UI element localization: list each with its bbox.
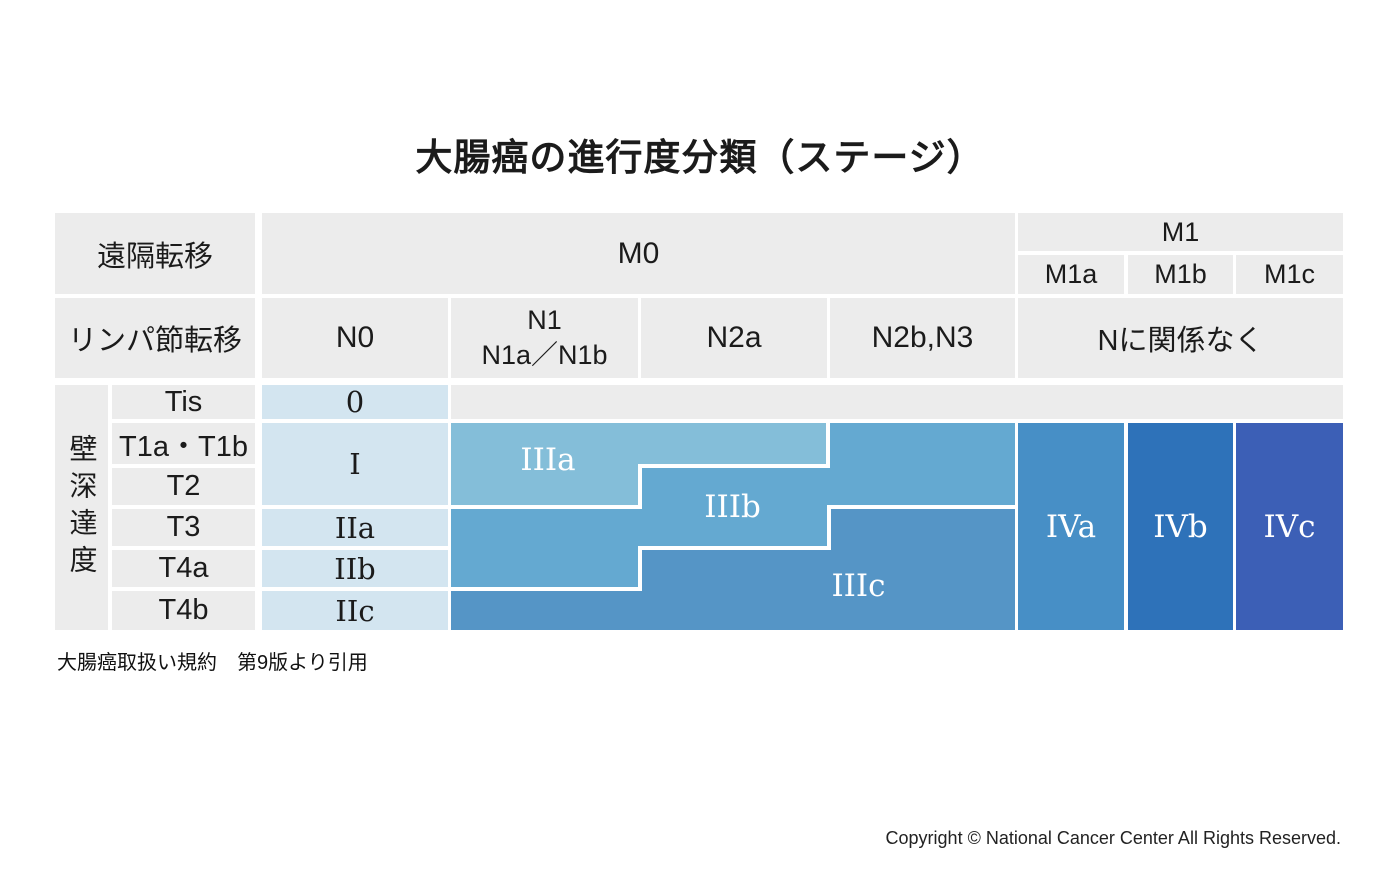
header-cell-n-any: Nに関係なく <box>1018 298 1343 378</box>
stage-IIIb-region <box>640 466 828 548</box>
stage-cell-IVa: IVa <box>1018 423 1124 630</box>
header-cell-m1c: M1c <box>1236 255 1343 294</box>
t-label-t4a: T4a <box>112 550 255 587</box>
stage-IIIa-region <box>451 423 828 466</box>
stage-IIIa-region <box>451 466 640 507</box>
source-citation: 大腸癌取扱い規約 第9版より引用 <box>57 652 368 674</box>
header-cell-m1: M1 <box>1018 213 1343 251</box>
header-cell-n1: N1 N1a／N1b <box>451 298 638 378</box>
stage-IIIb-region <box>451 507 640 589</box>
t-label-tis: Tis <box>112 385 255 419</box>
stage-label-IIIc: IIIc <box>831 568 886 604</box>
wall-depth-label-cell: 壁深達度 <box>55 385 108 630</box>
header-cell-m0: M0 <box>262 213 1015 294</box>
stage-label-IVb: IVb <box>1153 508 1208 545</box>
header-cell-m1b: M1b <box>1128 255 1233 294</box>
t-label-t1a-t1b: T1a・T1b <box>112 423 255 464</box>
stage-label-IVa: IVa <box>1045 508 1097 545</box>
t-label-t3: T3 <box>112 509 255 546</box>
header-cell-m1a: M1a <box>1018 255 1124 294</box>
t-label-t4b: T4b <box>112 591 255 630</box>
stage-cell-0: 0 <box>262 385 448 419</box>
t-label-t2: T2 <box>112 468 255 505</box>
stage-boundary-line <box>451 505 642 509</box>
stage-boundary-line <box>451 587 642 591</box>
n1-line1: N1 <box>527 305 562 336</box>
stage-boundary-line <box>638 546 642 591</box>
header-cell-n2a: N2a <box>641 298 827 378</box>
stage-boundary-line <box>638 464 642 509</box>
stage-cell-IVc: IVc <box>1236 423 1343 630</box>
stage-IIIc-region <box>451 589 640 630</box>
header-cell-n2b-n3: N2b,N3 <box>830 298 1015 378</box>
stage-cell-IIa: IIa <box>262 509 448 546</box>
stage-boundary-line <box>827 505 1015 509</box>
header-distant-metastasis-label: 遠隔転移 <box>55 213 255 294</box>
stage-IIIc-region <box>828 507 1015 630</box>
stage-boundary-line <box>827 505 831 550</box>
stage-cell-IIc: IIc <box>262 591 448 630</box>
page-title: 大腸癌の進行度分類（ステージ） <box>415 137 985 178</box>
header-lymph-node-label: リンパ節転移 <box>55 298 255 378</box>
stage-label-IIIb: IIIb <box>704 489 761 525</box>
copyright-notice: Copyright © National Cancer Center All R… <box>885 828 1341 848</box>
stage-cell-I: I <box>262 423 448 505</box>
n1-line2: N1a／N1b <box>481 340 608 370</box>
stage-cell-IVb: IVb <box>1128 423 1233 630</box>
stage-boundary-line <box>638 464 830 468</box>
stage-label-IVc: IVc <box>1263 508 1316 545</box>
stage-cell-IIb: IIb <box>262 550 448 587</box>
tis-row-empty-band <box>451 385 1343 419</box>
stage-IIIc-region <box>640 548 828 630</box>
stage-boundary-line <box>826 423 830 468</box>
header-cell-n0: N0 <box>262 298 448 378</box>
stage-IIIb-region <box>828 423 1015 507</box>
stage-label-IIIa: IIIa <box>520 442 576 478</box>
wall-depth-label: 壁深達度 <box>66 433 98 582</box>
stage-boundary-line <box>638 546 831 550</box>
